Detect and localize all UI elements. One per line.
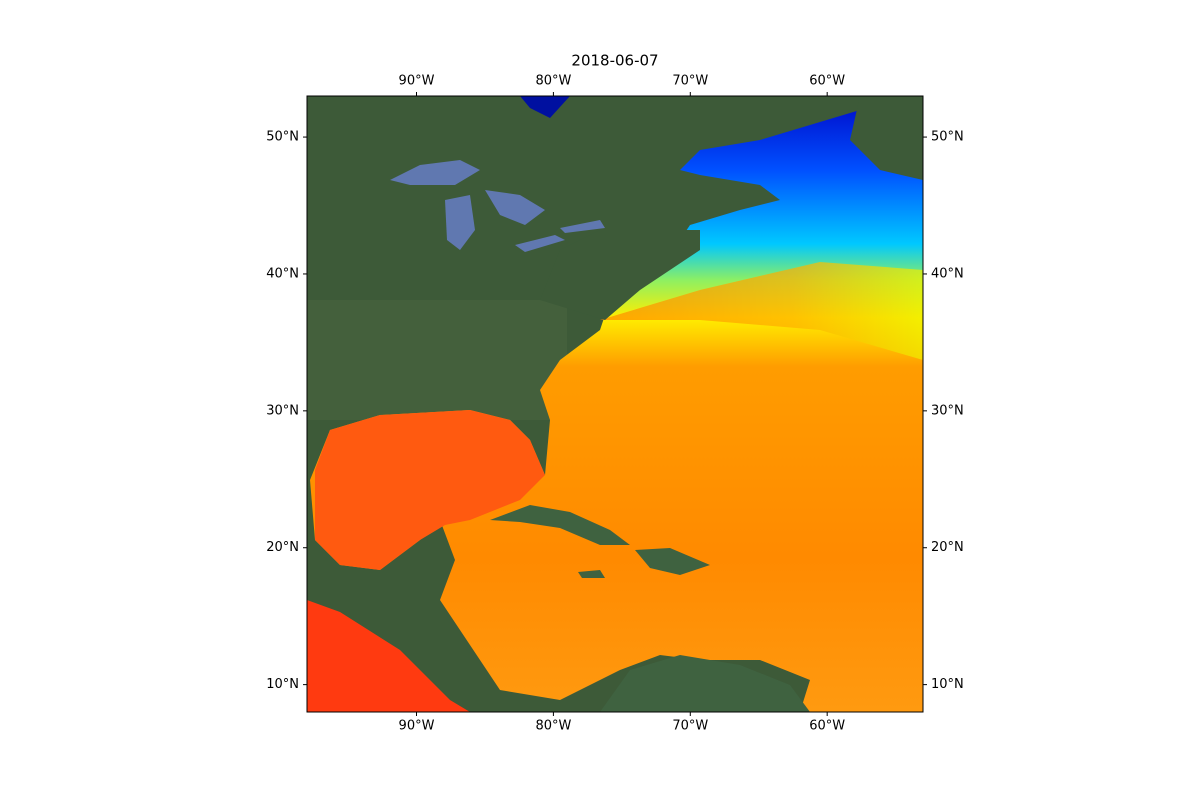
lake	[390, 160, 480, 185]
y-tick-label: 20°N	[266, 540, 299, 555]
x-tick-label: 90°W	[399, 74, 435, 89]
jamaica	[578, 570, 605, 578]
y-tick-label: 40°N	[931, 266, 964, 281]
x-tick-label: 80°W	[535, 719, 571, 734]
y-tick-label: 30°N	[266, 403, 299, 418]
x-tick-label: 60°W	[809, 719, 845, 734]
y-tick-label: 30°N	[931, 403, 964, 418]
x-tick-label: 90°W	[399, 719, 435, 734]
hispaniola	[635, 548, 710, 575]
map-frame	[306, 95, 924, 713]
y-tick-label: 10°N	[266, 677, 299, 692]
lake	[445, 195, 475, 250]
newfoundland	[850, 96, 923, 180]
map-title: 2018-06-07	[571, 52, 658, 70]
lake	[515, 235, 565, 252]
x-tick-label: 80°W	[535, 74, 571, 89]
gulf	[315, 410, 545, 570]
south-america	[600, 655, 810, 712]
ocean	[310, 96, 923, 712]
y-tick-label: 50°N	[931, 130, 964, 145]
x-tick-label: 70°W	[672, 719, 708, 734]
hudson-bay	[520, 96, 570, 118]
land-shade	[307, 300, 567, 420]
pacific	[307, 600, 470, 712]
x-tick-label: 70°W	[672, 74, 708, 89]
x-tick-label: 60°W	[809, 74, 845, 89]
ocean-warm	[600, 262, 923, 360]
y-tick-label: 20°N	[931, 540, 964, 555]
coast-land	[540, 230, 700, 320]
y-tick-label: 50°N	[266, 130, 299, 145]
y-tick-label: 10°N	[931, 677, 964, 692]
lake	[560, 220, 605, 233]
cuba	[490, 505, 630, 545]
y-tick-label: 40°N	[266, 266, 299, 281]
map-image	[307, 96, 923, 712]
lake	[485, 190, 545, 225]
